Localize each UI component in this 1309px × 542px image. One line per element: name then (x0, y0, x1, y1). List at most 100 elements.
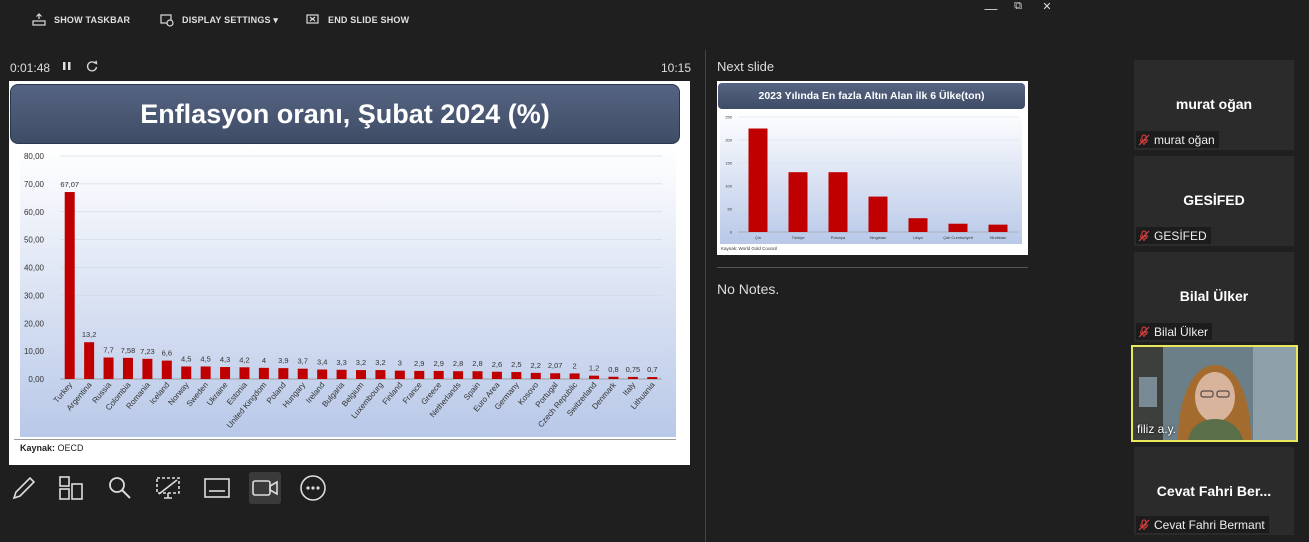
speaker-notes: No Notes. (717, 281, 780, 297)
bar (297, 368, 308, 379)
see-all-slides-icon[interactable] (55, 472, 87, 504)
data-label: 6,6 (162, 349, 172, 358)
bar (394, 370, 405, 379)
participant-tile[interactable]: Bilal Ülker Bilal Ülker (1134, 252, 1294, 342)
reset-timer-icon[interactable] (85, 59, 99, 76)
pause-icon[interactable] (62, 59, 72, 76)
close-button[interactable]: ✕ (1042, 1, 1052, 13)
bar (908, 218, 928, 232)
bar (868, 196, 888, 232)
display-settings-label: DISPLAY SETTINGS ▾ (182, 14, 279, 25)
participant-tile[interactable]: Cevat Fahri Ber... Cevat Fahri Bermant (1134, 447, 1294, 535)
bar (84, 342, 95, 379)
participant-tag-name: Cevat Fahri Bermant (1154, 517, 1265, 532)
notes-divider (717, 267, 1028, 268)
source-divider (14, 439, 676, 440)
bar (220, 367, 231, 379)
pane-divider[interactable] (705, 50, 706, 542)
participant-tag: Cevat Fahri Bermant (1136, 516, 1269, 533)
y-tick-label: 0 (730, 230, 733, 235)
bar (278, 368, 289, 379)
data-label: 3,2 (356, 358, 366, 367)
y-tick-label: 50,00 (24, 236, 45, 245)
data-label: 2,8 (472, 359, 482, 368)
bar (491, 371, 502, 379)
participant-name: GESİFED (1183, 192, 1245, 208)
participant-tile[interactable]: murat oğan murat oğan (1134, 60, 1294, 150)
participant-tag: Bilal Ülker (1136, 323, 1213, 340)
bar (181, 366, 192, 379)
camera-toggle-icon[interactable] (249, 472, 281, 504)
mic-muted-icon (1138, 229, 1150, 241)
show-taskbar-label: SHOW TASKBAR (54, 15, 131, 25)
data-label: 2,9 (433, 359, 443, 368)
participant-video (1133, 347, 1296, 440)
restore-button[interactable]: ⧉ (1014, 0, 1022, 12)
current-slide: Enflasyon oranı, Şubat 2024 (%) 0,00 10,0… (9, 81, 690, 465)
inflation-chart: 0,00 10,00 20,00 30,00 40,00 50,00 60,00 70,00 8… (20, 147, 676, 437)
bar (608, 376, 619, 379)
display-settings-icon (160, 14, 174, 27)
black-screen-icon[interactable] (152, 472, 184, 504)
bar (550, 373, 561, 379)
participant-video-tile[interactable]: filiz a.y. (1131, 345, 1298, 442)
data-label: 3,7 (298, 357, 308, 366)
bar (356, 370, 366, 379)
zoom-icon[interactable] (104, 472, 136, 504)
data-label: 2,6 (492, 360, 502, 369)
category-label: Libya (913, 235, 923, 240)
bar (748, 128, 768, 232)
bar (569, 373, 580, 379)
participant-tile[interactable]: GESİFED GESİFED (1134, 156, 1294, 246)
data-label: 3,3 (336, 358, 346, 367)
bar (414, 370, 425, 379)
data-label: 7,7 (103, 346, 113, 355)
data-label: 4,3 (220, 355, 230, 364)
bar (239, 367, 250, 379)
bar (433, 370, 444, 379)
bar (948, 223, 968, 232)
data-label: 3,9 (278, 356, 288, 365)
category-label: Hingistan (870, 235, 887, 240)
participant-name: Bilal Ülker (1179, 288, 1249, 304)
end-slide-show-button[interactable]: END SLIDE SHOW (306, 12, 409, 28)
participant-tag-name: GESİFED (1154, 228, 1207, 243)
show-taskbar-button[interactable]: SHOW TASKBAR (32, 12, 130, 28)
next-slide-preview[interactable]: 2023 Yılında En fazla Altın Alan ilk 6 Ü… (717, 81, 1028, 255)
mic-muted-icon (1138, 518, 1150, 530)
next-slide-title: 2023 Yılında En fazla Altın Alan ilk 6 Ü… (718, 83, 1025, 109)
bar (375, 370, 386, 379)
bar (64, 192, 75, 379)
data-label: 2,8 (453, 359, 463, 368)
bar (317, 369, 328, 379)
elapsed-timer: 0:01:48 (10, 61, 51, 75)
data-label: 4,5 (181, 354, 191, 363)
minimize-button[interactable]: — (984, 1, 998, 16)
category-label: Polonya (831, 235, 846, 240)
bar (530, 372, 541, 379)
pen-tool-icon[interactable] (8, 472, 40, 504)
next-slide-source: Kaynak: World Gold Council (721, 246, 778, 251)
more-options-icon[interactable] (297, 472, 329, 504)
data-label: 7,23 (140, 347, 155, 356)
display-settings-button[interactable]: DISPLAY SETTINGS ▾ (160, 12, 278, 28)
slide-title: Enflasyon oranı, Şubat 2024 (%) (10, 84, 680, 144)
next-slide-label: Next slide (717, 59, 775, 74)
data-label: 4 (262, 356, 266, 365)
participant-tag: murat oğan (1136, 131, 1219, 148)
bar (988, 224, 1008, 232)
gold-purchase-chart: 0 50 100 150 200 250 Çin Türkiye Polonya Hingist… (720, 111, 1022, 244)
data-label: 2,2 (531, 361, 541, 370)
end-slide-show-label: END SLIDE SHOW (328, 15, 410, 25)
data-label: 67,07 (60, 180, 79, 189)
source-value: OECD (57, 443, 84, 453)
data-label: 3 (398, 359, 402, 368)
participant-name: Cevat Fahri Ber... (1156, 483, 1272, 499)
subtitles-icon[interactable] (201, 472, 233, 504)
bar (103, 357, 114, 379)
y-tick-label: 60,00 (24, 208, 45, 217)
mic-muted-icon (1138, 325, 1150, 337)
participant-tag: GESİFED (1136, 227, 1211, 244)
bar (453, 371, 464, 379)
